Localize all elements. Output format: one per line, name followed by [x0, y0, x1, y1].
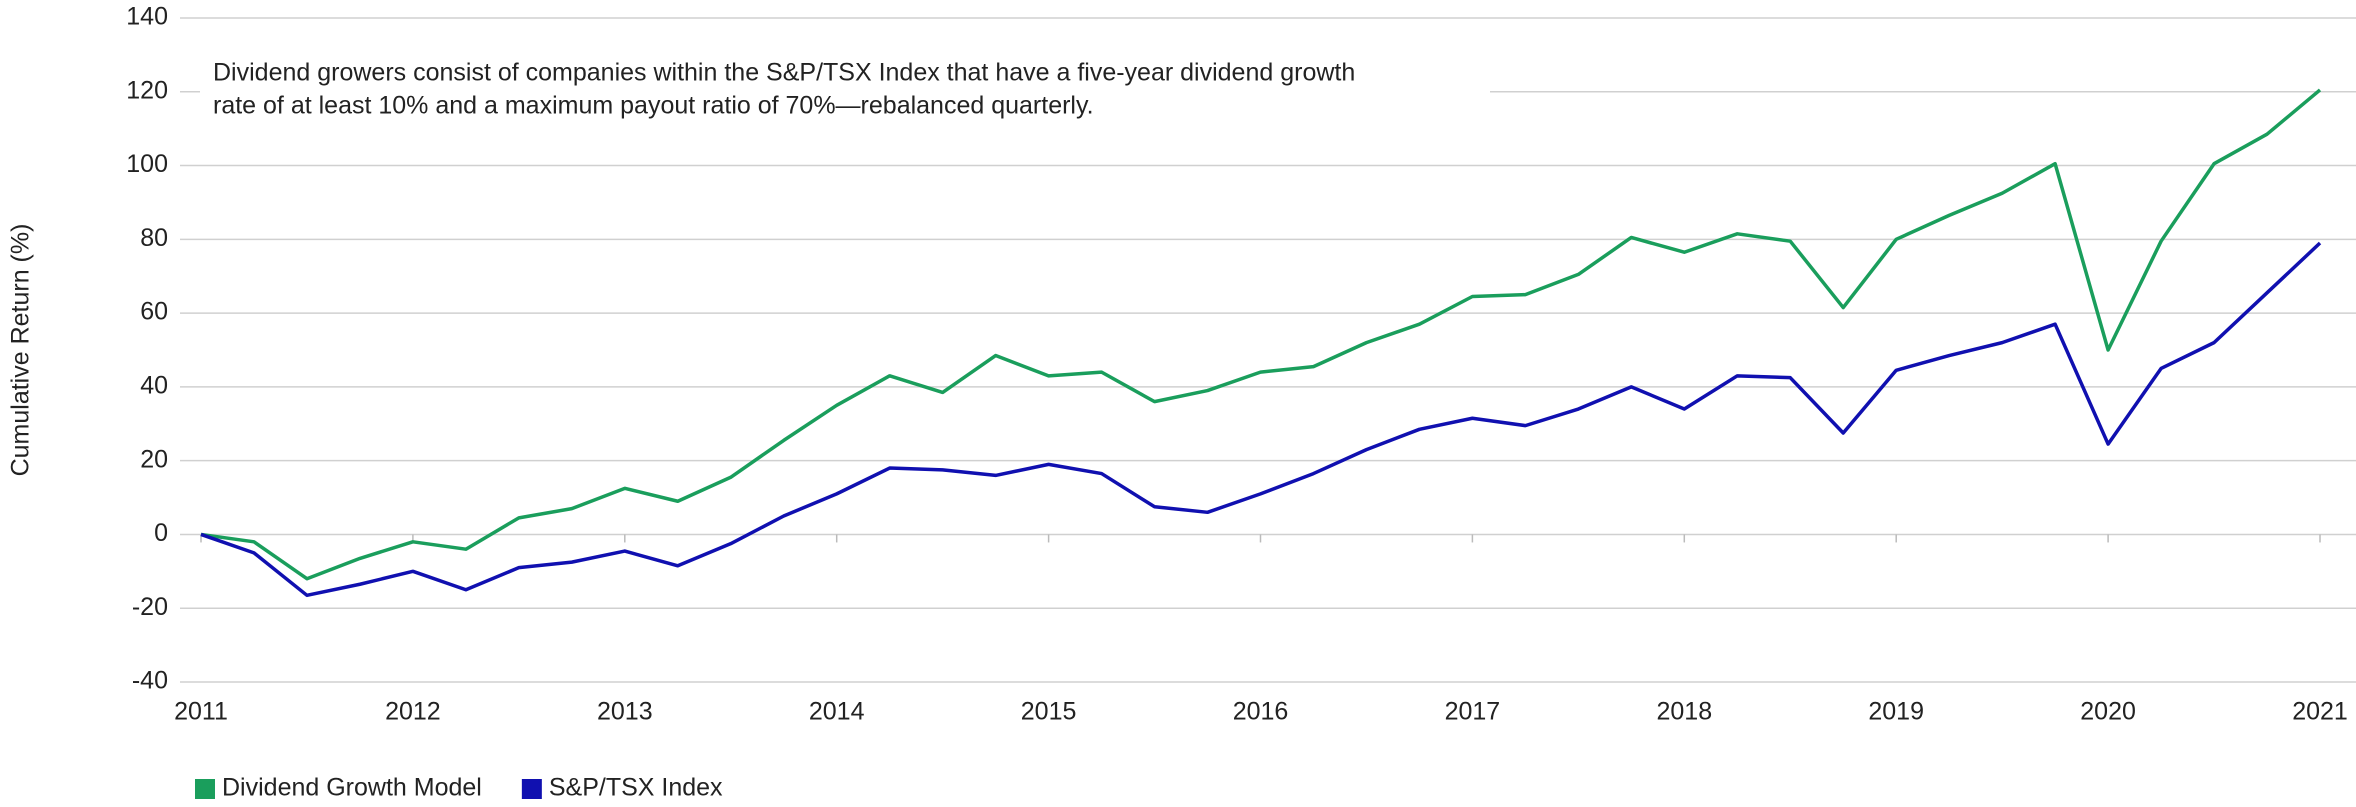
y-tick-label: 0: [154, 519, 168, 547]
x-tick-label: 2021: [2292, 698, 2348, 726]
y-tick-label: -40: [132, 667, 168, 695]
legend-label: S&P/TSX Index: [549, 774, 723, 802]
legend-swatch: [195, 779, 215, 799]
legend-swatch: [521, 779, 542, 799]
annotation: rate of at least 10% and a maximum payou…: [213, 92, 1094, 120]
x-tick-label: 2020: [2080, 698, 2136, 726]
x-tick-label: 2016: [1233, 698, 1289, 726]
y-tick-label: 140: [126, 3, 168, 31]
y-tick-label: 60: [140, 298, 168, 326]
x-tick-label: 2019: [1868, 698, 1924, 726]
x-tick-label: 2018: [1656, 698, 1712, 726]
y-tick-label: 20: [140, 445, 168, 473]
y-tick-label: -20: [132, 593, 168, 621]
annotation: Dividend growers consist of companies wi…: [213, 59, 1355, 87]
y-tick-label: 40: [140, 371, 168, 399]
series-line: [200, 88, 2322, 581]
y-tick-label: 80: [140, 224, 168, 252]
x-tick-label: 2014: [809, 698, 865, 726]
series-line: [200, 241, 2322, 598]
x-tick-label: 2017: [1445, 698, 1501, 726]
y-tick-label: 100: [126, 150, 168, 178]
x-tick-label: 2013: [597, 698, 653, 726]
x-tick-label: 2015: [1021, 698, 1077, 726]
x-tick-label: 2011: [174, 698, 228, 726]
legend-label: Dividend Growth Model: [222, 774, 482, 802]
y-tick-label: 120: [126, 76, 168, 104]
x-tick-label: 2012: [385, 698, 441, 726]
y-axis-label: Cumulative Return (%): [7, 224, 35, 477]
annotation-box: [200, 45, 1490, 135]
